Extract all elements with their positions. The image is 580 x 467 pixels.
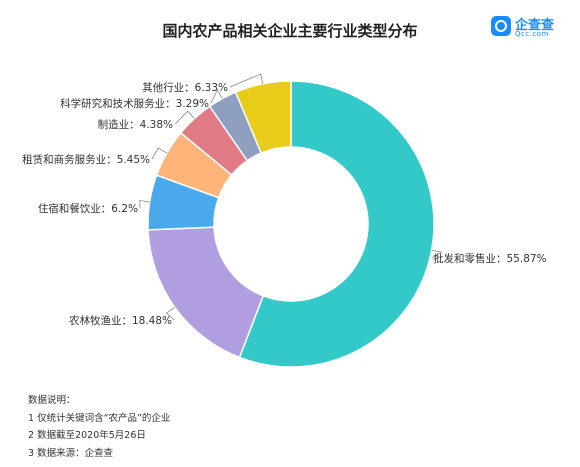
leader-lines xyxy=(139,73,443,321)
slice-7 xyxy=(234,80,292,154)
slice-label-3: 住宿和餐饮业：6.2% xyxy=(38,202,138,215)
logo-sub: Qcc.com xyxy=(515,30,549,38)
data-notes: 数据说明： 1 仅统计关键词含“农产品”的企业 2 数据截至2020年5月26日… xyxy=(28,392,170,462)
leader-line-5 xyxy=(174,110,195,125)
leader-line-3 xyxy=(139,200,150,209)
leader-line-2 xyxy=(165,306,175,321)
note-item: 1 仅统计关键词含“农产品”的企业 xyxy=(28,412,171,424)
leader-line-1 xyxy=(431,249,443,259)
leader-line-6 xyxy=(210,88,223,104)
chart-title: 国内农产品相关企业主要行业类型分布 xyxy=(162,22,418,40)
slice-label-1: 批发和零售业：55.87% xyxy=(433,252,547,265)
brand-logo: 企查查 Qcc.com xyxy=(491,14,571,42)
slice-1 xyxy=(238,80,435,368)
magnifier-logo-icon xyxy=(491,16,511,36)
slices-group xyxy=(147,80,435,368)
notes-heading: 数据说明： xyxy=(28,395,76,406)
note-item: 2 数据截至2020年5月26日 xyxy=(28,430,146,441)
leader-line-4 xyxy=(151,147,168,160)
leader-line-7 xyxy=(229,73,264,88)
slice-label-4: 租赁和商务服务业：5.45% xyxy=(22,153,150,166)
slice-label-6: 科学研究和技术服务业：3.29% xyxy=(60,97,209,110)
note-item: 3 数据来源：企查查 xyxy=(28,447,114,459)
slice-label-2: 农林牧渔业：18.48% xyxy=(69,314,172,327)
logo-name: 企查查 xyxy=(515,18,555,33)
slice-label-7: 其他行业：6.33% xyxy=(142,81,228,94)
slice-2 xyxy=(147,226,265,359)
slice-labels: 批发和零售业：55.87% 农林牧渔业：18.48% 住宿和餐饮业：6.2% 租赁和商… xyxy=(22,81,546,327)
slice-label-5: 制造业：4.38% xyxy=(98,118,173,131)
